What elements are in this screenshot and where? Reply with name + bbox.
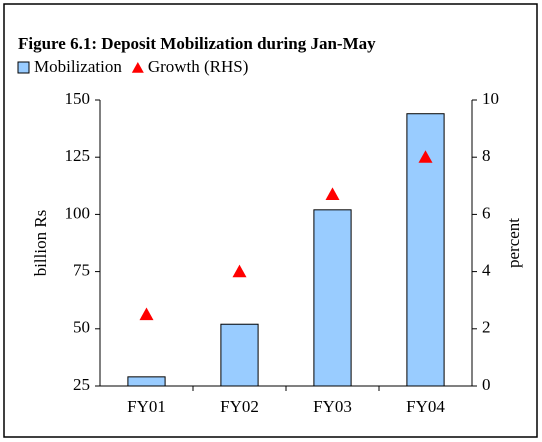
- bar: [220, 323, 259, 387]
- legend-marker: [131, 62, 144, 73]
- y-tick-label: 150: [65, 89, 91, 108]
- x-tick-label: FY01: [127, 397, 166, 416]
- legend-label: Growth (RHS): [148, 57, 249, 76]
- legend-label: Mobilization: [34, 57, 122, 76]
- growth-marker: [232, 264, 247, 278]
- y-tick-label: 75: [73, 261, 90, 280]
- y-tick-label: 50: [73, 318, 90, 337]
- frame: [3, 3, 538, 438]
- x-tick-label: FY03: [313, 397, 352, 416]
- y2-tick-label: 2: [482, 318, 491, 337]
- chart-title: Figure 6.1: Deposit Mobilization during …: [18, 34, 376, 53]
- x-tick-label: FY04: [406, 397, 445, 416]
- y2-tick-label: 6: [482, 203, 491, 222]
- y-tick-label: 25: [73, 375, 90, 394]
- y2-axis-label: percent: [504, 218, 523, 268]
- legend-swatch: [17, 61, 30, 74]
- bar: [313, 209, 352, 387]
- bar: [127, 376, 166, 387]
- y-axis-label: billion Rs: [31, 210, 50, 277]
- growth-marker: [325, 187, 340, 200]
- y2-tick-label: 0: [482, 375, 491, 394]
- y2-tick-label: 4: [482, 261, 491, 280]
- growth-marker: [139, 307, 154, 321]
- x-tick-label: FY02: [220, 397, 259, 416]
- y2-tick-label: 8: [482, 146, 491, 165]
- y-tick-label: 100: [65, 203, 91, 222]
- growth-marker: [418, 150, 433, 163]
- y-tick-label: 125: [65, 146, 91, 165]
- y2-tick-label: 10: [482, 89, 499, 108]
